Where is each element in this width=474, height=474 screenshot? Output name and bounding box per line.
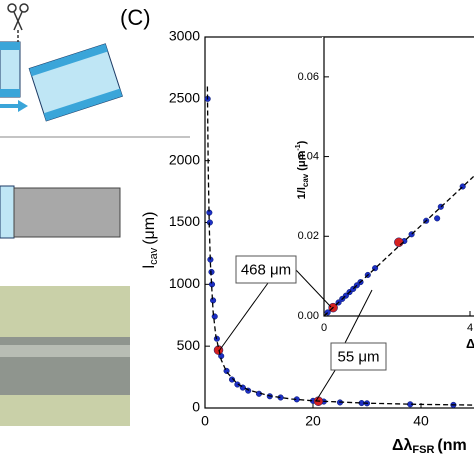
y-tick-label: 2500 <box>169 90 200 106</box>
y-tick-label: 0.00 <box>298 310 319 322</box>
y-tick-label: 1000 <box>169 275 200 291</box>
x-tick-label: 20 <box>305 413 321 429</box>
y-tick-label: 3000 <box>169 28 200 44</box>
panel-label: (C) <box>120 5 151 30</box>
fiber-piece <box>0 41 21 98</box>
y-label-unit: (μm <box>296 150 308 170</box>
y-tick-label: 0.04 <box>298 150 319 162</box>
data-point <box>228 376 236 383</box>
x-label-main: Δλ <box>392 437 413 454</box>
left-diagrams <box>0 3 190 426</box>
data-point <box>210 297 217 304</box>
x-tick-label: 0 <box>201 413 209 429</box>
data-point <box>434 215 441 222</box>
annotation-box <box>330 342 387 371</box>
fit-line <box>206 86 474 406</box>
annotation: 468 μm <box>241 261 291 278</box>
x-tick-label: 4 <box>467 322 473 334</box>
y-label-sup: -1 <box>295 144 302 150</box>
coating <box>0 42 20 50</box>
x-axis-label: Δ <box>466 336 474 351</box>
cut-piece <box>28 43 123 122</box>
y-label-close: ) <box>296 140 308 144</box>
highlight-point <box>394 237 404 248</box>
leader-line <box>295 269 332 308</box>
leader-line <box>218 282 269 352</box>
plot-frame <box>323 36 474 317</box>
x-tick-label: 0 <box>321 322 327 334</box>
scissors <box>7 3 29 42</box>
gray-block <box>13 187 121 238</box>
y-tick-label: 2000 <box>169 151 200 167</box>
y-label-sub: cav <box>148 247 160 265</box>
x-label-unit: (nm <box>437 437 466 454</box>
y-label-main: 1/l <box>296 187 308 199</box>
x-axis-label: ΔλFSR (nm <box>392 437 467 456</box>
y-tick-label: 0 <box>192 399 200 415</box>
y-tick-label: 500 <box>177 337 201 353</box>
y-axis-label: lcav (μm) <box>141 212 160 269</box>
data-point <box>234 381 241 388</box>
y-label-main: l <box>141 265 158 269</box>
x-tick-label: 40 <box>413 413 429 429</box>
annotation-box <box>235 255 297 284</box>
y-axis-label: 1/lcav (μm-1) <box>295 140 310 199</box>
photo-highlight <box>0 345 130 357</box>
fit-line <box>323 176 474 317</box>
arrow-head <box>18 100 28 112</box>
fiber-piece <box>0 185 15 239</box>
x-label-sub: FSR <box>412 444 434 456</box>
data-point <box>211 313 218 320</box>
inset-chart: 0.00 0.02 0.04 0.06 0 4 Δ 1/lcav (μm-1) <box>295 36 474 351</box>
inset-background <box>322 37 474 316</box>
leader-line <box>344 289 373 344</box>
y-label-sub: cav <box>301 173 310 187</box>
y-tick-label: 1500 <box>169 213 200 229</box>
x-label-main: Δ <box>466 336 474 351</box>
y-label-unit: (μm) <box>141 212 158 245</box>
coating <box>0 89 20 97</box>
annotation: 55 μm <box>338 348 380 365</box>
y-tick-label: 0.06 <box>298 71 319 83</box>
y-tick-label: 0.02 <box>298 230 319 242</box>
